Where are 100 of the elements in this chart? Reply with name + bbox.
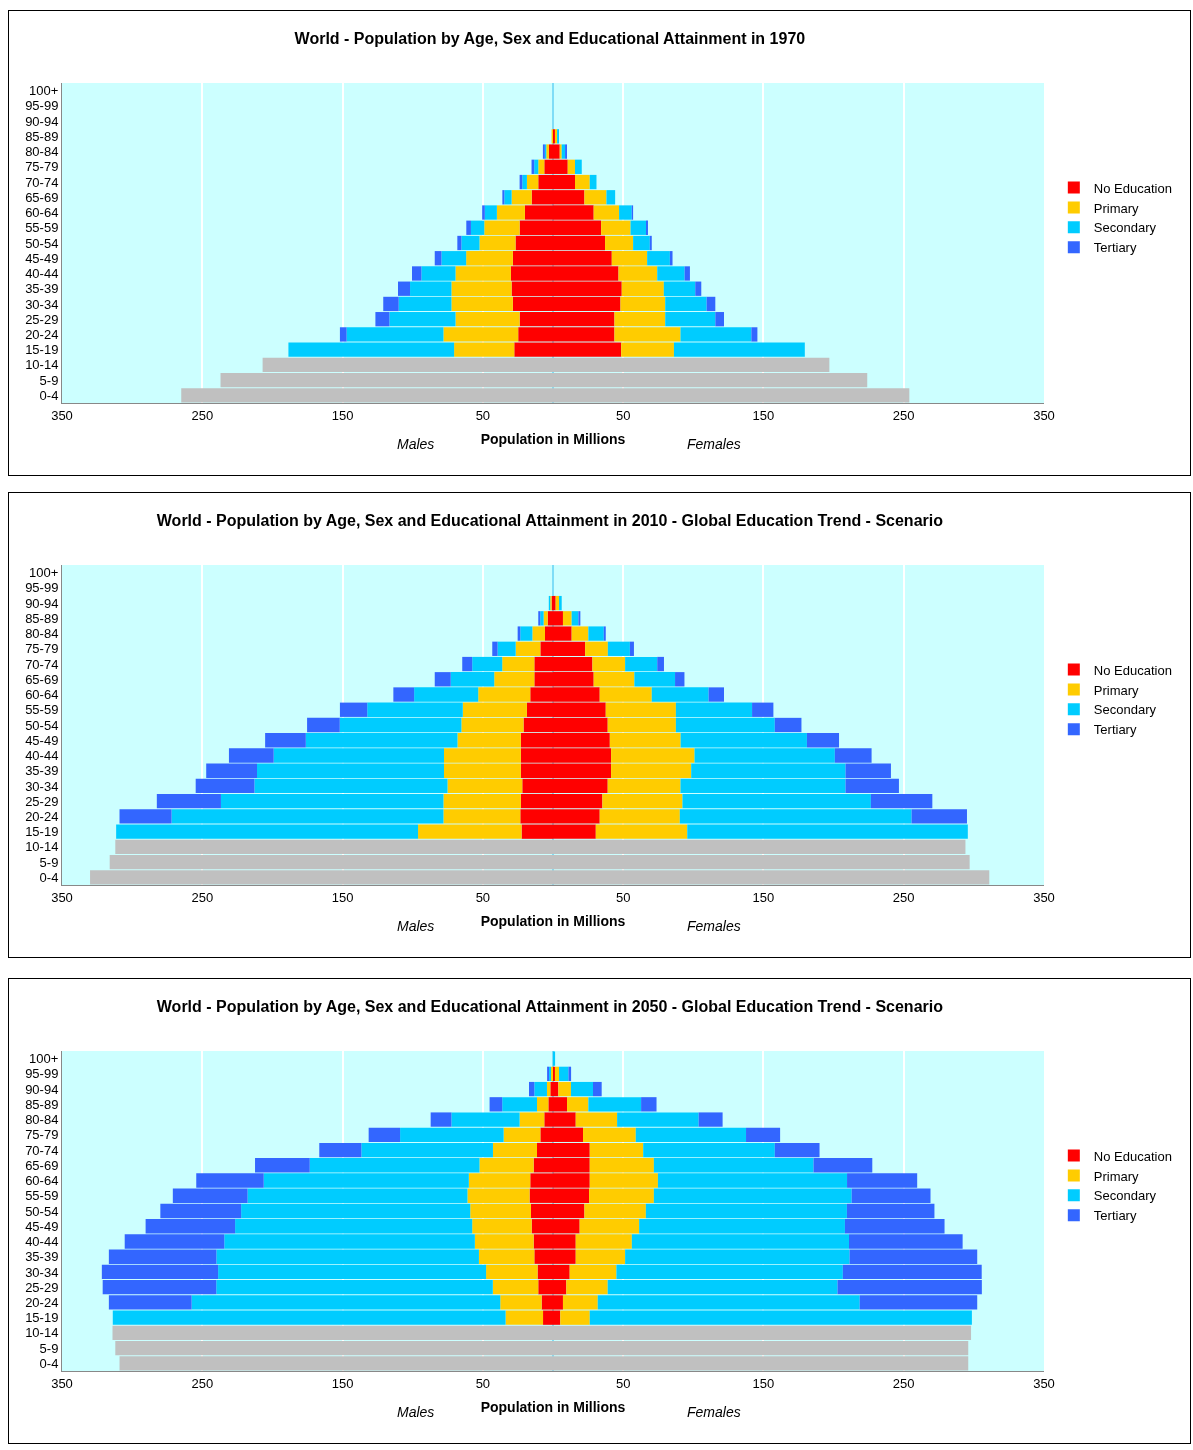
y-tick-label: 90-94	[25, 113, 59, 129]
y-tick-label: 75-79	[25, 159, 59, 175]
y-tick-label: 35-39	[25, 1249, 59, 1265]
y-tick-label: 100+	[29, 565, 59, 581]
x-tick-label: 350	[51, 889, 73, 905]
legend-label: No Education	[1093, 662, 1172, 678]
x-tick-label: 150	[331, 1375, 354, 1391]
y-tick-label: 85-89	[25, 128, 59, 144]
y-tick-label: 55-59	[25, 702, 59, 718]
x-tick-label: 150	[331, 407, 354, 423]
text: Females	[687, 1404, 741, 1420]
x-tick-label: 350	[51, 1375, 73, 1391]
x-tick-label: 250	[892, 407, 915, 423]
legend-label: Primary	[1093, 682, 1140, 698]
y-tick-label: 50-54	[25, 235, 59, 251]
y-tick-label: 95-99	[25, 98, 59, 114]
y-tick-label: 35-39	[25, 281, 59, 297]
x-tick-label: 50	[475, 889, 491, 905]
y-tick-label: 100+	[29, 1051, 59, 1067]
x-tick-label: 250	[191, 889, 214, 905]
x-tick-label: 150	[331, 889, 354, 905]
x-axis-title: Population in Millions	[480, 430, 626, 447]
y-tick-label: 55-59	[25, 220, 59, 236]
y-tick-label: 45-49	[25, 250, 59, 266]
y-tick-label: 10-14	[25, 839, 59, 855]
y-tick-label: 70-74	[25, 1142, 59, 1158]
y-tick-label: 15-19	[25, 342, 59, 358]
y-tick-label: 75-79	[25, 641, 59, 657]
x-tick-label: 50	[475, 1375, 491, 1391]
x-tick-label: 50	[615, 407, 631, 423]
y-tick-label: 20-24	[25, 326, 59, 342]
x-tick-label: 250	[191, 407, 214, 423]
legend-label: Tertiary	[1093, 240, 1137, 256]
x-tick-label: 350	[51, 407, 73, 423]
y-tick-label: 10-14	[25, 1325, 59, 1341]
x-axis-title: Population in Millions	[480, 1398, 626, 1415]
legend-label: Primary	[1093, 1168, 1140, 1184]
x-tick-label: 50	[615, 889, 631, 905]
y-tick-label: 30-34	[25, 1264, 59, 1280]
legend-label: Tertiary	[1093, 1208, 1137, 1224]
y-tick-label: 30-34	[25, 296, 59, 312]
legend-label: Secondary	[1093, 220, 1157, 236]
y-tick-label: 0-4	[39, 1355, 59, 1371]
legend-label: Secondary	[1093, 702, 1157, 718]
x-tick-label: 350	[1033, 1375, 1055, 1391]
chart-title: World - Population by Age, Sex and Educational Attainment in 1970	[294, 30, 806, 48]
x-axis-title: Population in Millions	[480, 912, 626, 929]
y-tick-label: 5-9	[39, 372, 59, 388]
y-tick-label: 100+	[29, 83, 59, 99]
x-tick-label: 250	[892, 1375, 915, 1391]
y-tick-label: 45-49	[25, 1218, 59, 1234]
y-tick-label: 75-79	[25, 1127, 59, 1143]
x-tick-label: 350	[1033, 407, 1055, 423]
y-tick-label: 65-69	[25, 671, 59, 687]
legend-label: No Education	[1093, 180, 1172, 196]
y-tick-label: 95-99	[25, 1066, 59, 1082]
y-tick-label: 25-29	[25, 1279, 59, 1295]
y-tick-label: 5-9	[39, 1340, 59, 1356]
y-tick-label: 65-69	[25, 189, 59, 205]
y-tick-label: 85-89	[25, 610, 59, 626]
text: Females	[687, 918, 741, 934]
y-tick-label: 85-89	[25, 1096, 59, 1112]
y-tick-label: 20-24	[25, 808, 59, 824]
y-tick-label: 40-44	[25, 1234, 59, 1250]
y-tick-label: 25-29	[25, 311, 59, 327]
y-tick-label: 95-99	[25, 580, 59, 596]
y-tick-label: 20-24	[25, 1294, 59, 1310]
x-tick-label: 250	[191, 1375, 214, 1391]
legend-label: No Education	[1093, 1148, 1172, 1164]
y-tick-label: 90-94	[25, 1081, 59, 1097]
x-tick-label: 50	[475, 407, 491, 423]
y-tick-label: 10-14	[25, 357, 59, 373]
y-tick-label: 35-39	[25, 763, 59, 779]
legend-label: Tertiary	[1093, 722, 1137, 738]
chart-title: World - Population by Age, Sex and Educational Attainment in 2050 - Global Education Trend - Scenario	[156, 998, 944, 1016]
y-tick-label: 80-84	[25, 1112, 59, 1128]
y-tick-label: 40-44	[25, 748, 59, 764]
y-tick-label: 50-54	[25, 1203, 59, 1219]
y-tick-label: 40-44	[25, 266, 59, 282]
y-tick-label: 60-64	[25, 1173, 59, 1189]
y-tick-label: 0-4	[39, 387, 59, 403]
chart-title: World - Population by Age, Sex and Educational Attainment in 2010 - Global Education Trend - Scenario	[156, 512, 944, 530]
y-tick-label: 45-49	[25, 732, 59, 748]
y-tick-label: 80-84	[25, 626, 59, 642]
y-tick-label: 80-84	[25, 144, 59, 160]
y-tick-label: 60-64	[25, 205, 59, 221]
y-tick-label: 60-64	[25, 687, 59, 703]
y-tick-label: 15-19	[25, 1310, 59, 1326]
y-tick-label: 55-59	[25, 1188, 59, 1204]
text: Males	[397, 436, 435, 452]
text: Males	[397, 1404, 435, 1420]
text: Females	[687, 436, 741, 452]
x-tick-label: 150	[752, 1375, 775, 1391]
x-tick-label: 150	[752, 889, 775, 905]
legend-label: Secondary	[1093, 1188, 1157, 1204]
y-tick-label: 50-54	[25, 717, 59, 733]
y-tick-label: 70-74	[25, 174, 59, 190]
y-tick-label: 15-19	[25, 824, 59, 840]
x-tick-label: 350	[1033, 889, 1055, 905]
y-tick-label: 25-29	[25, 793, 59, 809]
